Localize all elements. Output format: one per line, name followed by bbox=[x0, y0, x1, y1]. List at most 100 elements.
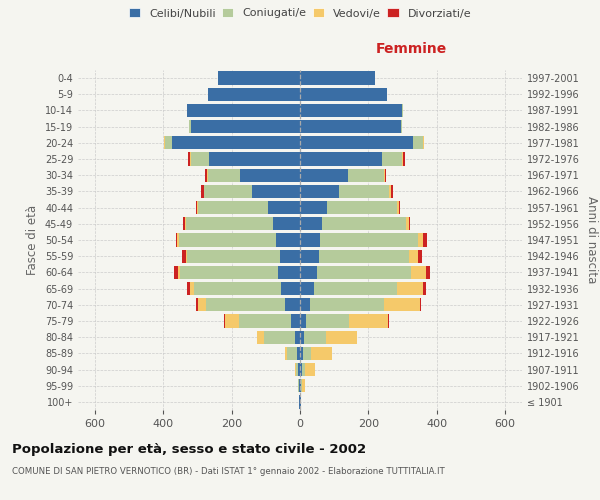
Bar bbox=[298, 363, 300, 376]
Bar bbox=[399, 201, 400, 214]
Bar bbox=[423, 282, 425, 295]
Bar bbox=[409, 217, 410, 230]
Bar bbox=[322, 217, 406, 230]
Bar bbox=[284, 298, 300, 312]
Bar bbox=[281, 282, 300, 295]
Bar bbox=[427, 266, 430, 279]
Bar bbox=[300, 201, 328, 214]
Bar bbox=[310, 298, 383, 312]
Bar bbox=[181, 266, 278, 279]
Text: Femmine: Femmine bbox=[376, 42, 446, 56]
Bar bbox=[302, 379, 305, 392]
Bar bbox=[418, 250, 422, 263]
Bar bbox=[300, 152, 382, 166]
Bar bbox=[300, 168, 348, 182]
Bar bbox=[328, 201, 397, 214]
Bar bbox=[218, 72, 300, 85]
Bar bbox=[191, 152, 209, 166]
Bar bbox=[300, 346, 303, 360]
Bar bbox=[300, 396, 301, 408]
Bar bbox=[239, 314, 292, 328]
Bar bbox=[305, 363, 316, 376]
Bar bbox=[179, 234, 276, 246]
Bar bbox=[403, 152, 404, 166]
Bar bbox=[339, 185, 389, 198]
Bar bbox=[300, 379, 301, 392]
Bar bbox=[194, 282, 281, 295]
Bar bbox=[295, 363, 296, 376]
Bar bbox=[209, 152, 300, 166]
Bar bbox=[389, 185, 391, 198]
Bar bbox=[303, 346, 311, 360]
Bar bbox=[182, 250, 185, 263]
Bar bbox=[176, 234, 178, 246]
Bar bbox=[300, 314, 306, 328]
Bar bbox=[185, 217, 272, 230]
Bar bbox=[300, 282, 314, 295]
Bar bbox=[252, 185, 300, 198]
Bar bbox=[225, 314, 239, 328]
Bar bbox=[286, 346, 287, 360]
Bar bbox=[383, 168, 385, 182]
Bar bbox=[319, 250, 409, 263]
Bar bbox=[287, 346, 297, 360]
Bar bbox=[423, 234, 427, 246]
Bar bbox=[301, 379, 302, 392]
Bar bbox=[280, 250, 300, 263]
Bar bbox=[300, 185, 339, 198]
Bar bbox=[292, 314, 300, 328]
Bar bbox=[224, 314, 225, 328]
Bar bbox=[348, 168, 383, 182]
Bar bbox=[196, 298, 197, 312]
Bar bbox=[300, 136, 413, 149]
Bar bbox=[300, 72, 375, 85]
Bar bbox=[311, 346, 332, 360]
Bar bbox=[187, 250, 280, 263]
Bar bbox=[349, 314, 388, 328]
Bar bbox=[300, 266, 317, 279]
Bar bbox=[300, 250, 319, 263]
Bar bbox=[190, 152, 191, 166]
Bar bbox=[409, 250, 418, 263]
Bar bbox=[300, 217, 322, 230]
Bar bbox=[299, 396, 300, 408]
Bar bbox=[382, 152, 403, 166]
Bar bbox=[206, 298, 284, 312]
Bar bbox=[207, 168, 208, 182]
Bar bbox=[306, 314, 349, 328]
Bar bbox=[411, 266, 427, 279]
Bar bbox=[300, 330, 304, 344]
Bar bbox=[187, 282, 190, 295]
Bar bbox=[278, 266, 300, 279]
Bar bbox=[297, 346, 300, 360]
Bar bbox=[391, 185, 393, 198]
Bar bbox=[304, 330, 326, 344]
Bar bbox=[164, 136, 165, 149]
Bar bbox=[397, 201, 399, 214]
Bar bbox=[188, 152, 190, 166]
Bar bbox=[264, 330, 295, 344]
Bar bbox=[172, 136, 300, 149]
Bar bbox=[413, 136, 423, 149]
Bar bbox=[189, 120, 191, 134]
Bar bbox=[401, 120, 403, 134]
Bar bbox=[385, 168, 386, 182]
Text: Popolazione per età, sesso e stato civile - 2002: Popolazione per età, sesso e stato civil… bbox=[12, 442, 366, 456]
Bar bbox=[203, 185, 205, 198]
Bar bbox=[302, 363, 305, 376]
Bar bbox=[268, 201, 300, 214]
Bar bbox=[185, 250, 187, 263]
Bar bbox=[257, 330, 264, 344]
Bar bbox=[423, 136, 424, 149]
Bar bbox=[299, 379, 300, 392]
Bar bbox=[295, 330, 300, 344]
Bar bbox=[173, 266, 178, 279]
Bar bbox=[314, 282, 397, 295]
Bar bbox=[190, 282, 194, 295]
Bar bbox=[178, 234, 179, 246]
Bar bbox=[208, 168, 240, 182]
Bar bbox=[317, 266, 411, 279]
Y-axis label: Anni di nascita: Anni di nascita bbox=[585, 196, 598, 284]
Bar bbox=[300, 120, 401, 134]
Bar bbox=[272, 217, 300, 230]
